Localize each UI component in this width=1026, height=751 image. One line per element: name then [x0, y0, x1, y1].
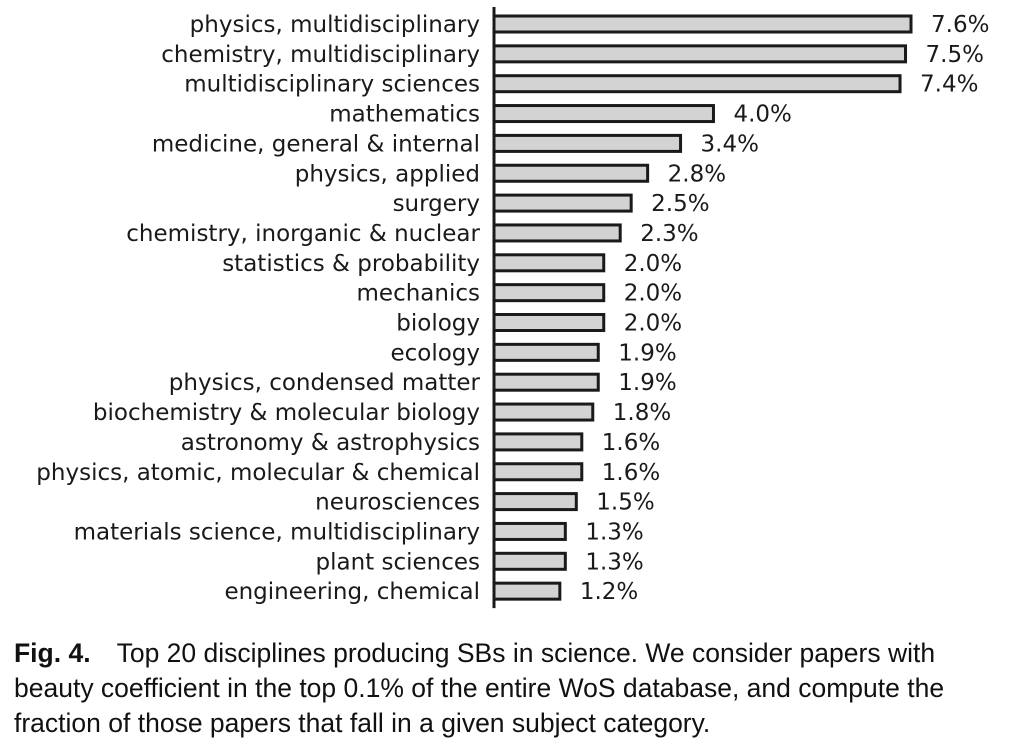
- category-label: biochemistry & molecular biology: [93, 400, 480, 426]
- category-label: neurosciences: [315, 490, 480, 516]
- value-label: 7.5%: [926, 42, 984, 68]
- value-label: 1.6%: [602, 430, 660, 456]
- bar: [492, 581, 562, 601]
- figure-caption: Fig. 4. Top 20 disciplines producing SBs …: [14, 636, 1014, 741]
- bar: [492, 223, 622, 243]
- value-label: 2.5%: [651, 191, 709, 217]
- category-label: mathematics: [329, 102, 480, 128]
- value-label: 2.0%: [624, 311, 682, 337]
- bar: [492, 253, 606, 273]
- value-label: 1.3%: [585, 519, 643, 545]
- bar: [492, 402, 595, 422]
- category-label: materials science, multidisciplinary: [74, 519, 480, 545]
- category-label: plant sciences: [315, 549, 480, 575]
- bar: [492, 372, 600, 392]
- category-label: chemistry, multidisciplinary: [161, 42, 480, 68]
- value-label: 2.3%: [640, 221, 698, 247]
- category-label: ecology: [390, 340, 480, 366]
- bar-chart: physics, multidisciplinary 7.6% chemistry,…: [36, 7, 989, 609]
- category-label: physics, applied: [295, 161, 480, 187]
- value-label: 3.4%: [701, 131, 759, 157]
- category-label: physics, atomic, molecular & chemical: [36, 460, 480, 486]
- bar: [492, 193, 633, 213]
- category-label: chemistry, inorganic & nuclear: [126, 221, 480, 247]
- category-label: statistics & probability: [222, 251, 480, 277]
- value-label: 2.0%: [624, 281, 682, 307]
- category-label: physics, condensed matter: [169, 370, 481, 396]
- bar: [492, 342, 600, 362]
- bar: [492, 551, 567, 571]
- value-label: 1.5%: [596, 490, 654, 516]
- bar: [492, 432, 584, 452]
- figure-label: Fig. 4.: [14, 638, 91, 668]
- value-label: 4.0%: [733, 102, 791, 128]
- value-label: 7.6%: [931, 12, 989, 38]
- caption-text: Top 20 disciplines producing SBs in scie…: [14, 638, 945, 738]
- value-label: 1.9%: [618, 370, 676, 396]
- value-label: 1.3%: [585, 549, 643, 575]
- value-label: 2.8%: [668, 161, 726, 187]
- value-label: 1.8%: [613, 400, 671, 426]
- category-label: medicine, general & internal: [152, 131, 480, 157]
- bar: [492, 133, 683, 153]
- bar: [492, 492, 578, 512]
- value-label: 2.0%: [624, 251, 682, 277]
- bar: [492, 462, 584, 482]
- category-label: surgery: [393, 191, 480, 217]
- category-label: physics, multidisciplinary: [190, 12, 480, 38]
- bar: [492, 104, 715, 124]
- category-label: biology: [396, 311, 480, 337]
- value-label: 1.9%: [618, 340, 676, 366]
- bar: [492, 44, 908, 64]
- bar: [492, 521, 567, 541]
- bar: [492, 74, 902, 94]
- value-label: 7.4%: [920, 72, 978, 98]
- value-label: 1.2%: [580, 579, 638, 605]
- bar: [492, 313, 606, 332]
- category-label: astronomy & astrophysics: [181, 430, 480, 456]
- bar: [492, 14, 913, 34]
- category-label: mechanics: [357, 281, 480, 307]
- bar: [492, 163, 650, 183]
- category-label: engineering, chemical: [224, 579, 480, 605]
- value-label: 1.6%: [602, 460, 660, 486]
- category-label: multidisciplinary sciences: [184, 72, 480, 98]
- bar: [492, 283, 606, 303]
